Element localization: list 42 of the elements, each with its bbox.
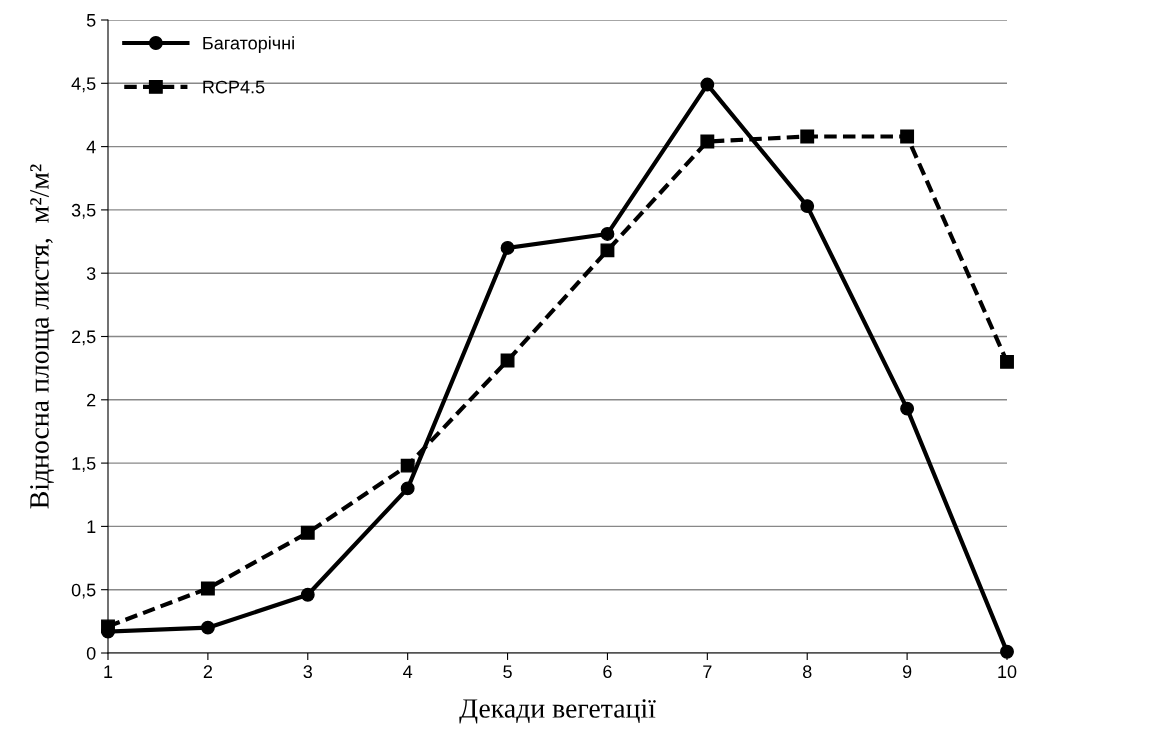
x-tick-label: 3 — [303, 665, 313, 679]
x-tick-label: 9 — [902, 665, 912, 679]
y-tick-label: 2,5 — [72, 330, 96, 346]
x-tick-label: 7 — [703, 665, 712, 678]
y-tick-label: 5 — [86, 14, 96, 27]
point — [900, 129, 915, 144]
legend-label: Багаторічні — [203, 36, 294, 54]
y-axis-title: Відносна площа листя, м²/м² — [30, 164, 55, 509]
point — [600, 227, 615, 241]
point — [300, 525, 315, 540]
point — [500, 240, 515, 255]
y-tick-label: 0,5 — [71, 583, 96, 599]
x-axis-title: Декади вегетації — [459, 699, 656, 724]
point — [600, 243, 615, 258]
legend-label: RCP4.5 — [203, 80, 265, 94]
point — [700, 134, 715, 149]
point — [800, 199, 815, 214]
x-tick-label: 8 — [802, 665, 812, 679]
point — [800, 129, 815, 144]
y-tick-label: 4,5 — [71, 77, 96, 93]
x-tick-label: 2 — [203, 665, 212, 678]
y-tick-label: 1,5 — [72, 457, 96, 472]
y-tick-label: 3,5 — [71, 203, 96, 219]
y-tick-label: 3 — [86, 267, 96, 280]
x-tick-label: 10 — [998, 665, 1017, 679]
x-tick-label: 5 — [503, 665, 512, 679]
point — [200, 581, 215, 596]
point — [400, 458, 415, 473]
x-tick-label: 4 — [403, 665, 413, 678]
point — [1000, 644, 1014, 659]
point — [400, 481, 415, 496]
x-tick-label: 6 — [603, 665, 612, 679]
point — [300, 587, 315, 602]
y-tick-label: 0 — [86, 646, 96, 660]
y-tick-label: 2 — [87, 393, 96, 407]
point — [900, 401, 915, 416]
point — [1000, 354, 1014, 369]
x-tick-label: 1 — [104, 665, 113, 678]
y-tick-label: 4 — [86, 140, 96, 154]
point — [200, 620, 215, 635]
point — [700, 77, 715, 92]
y-tick-label: 1 — [87, 520, 96, 533]
